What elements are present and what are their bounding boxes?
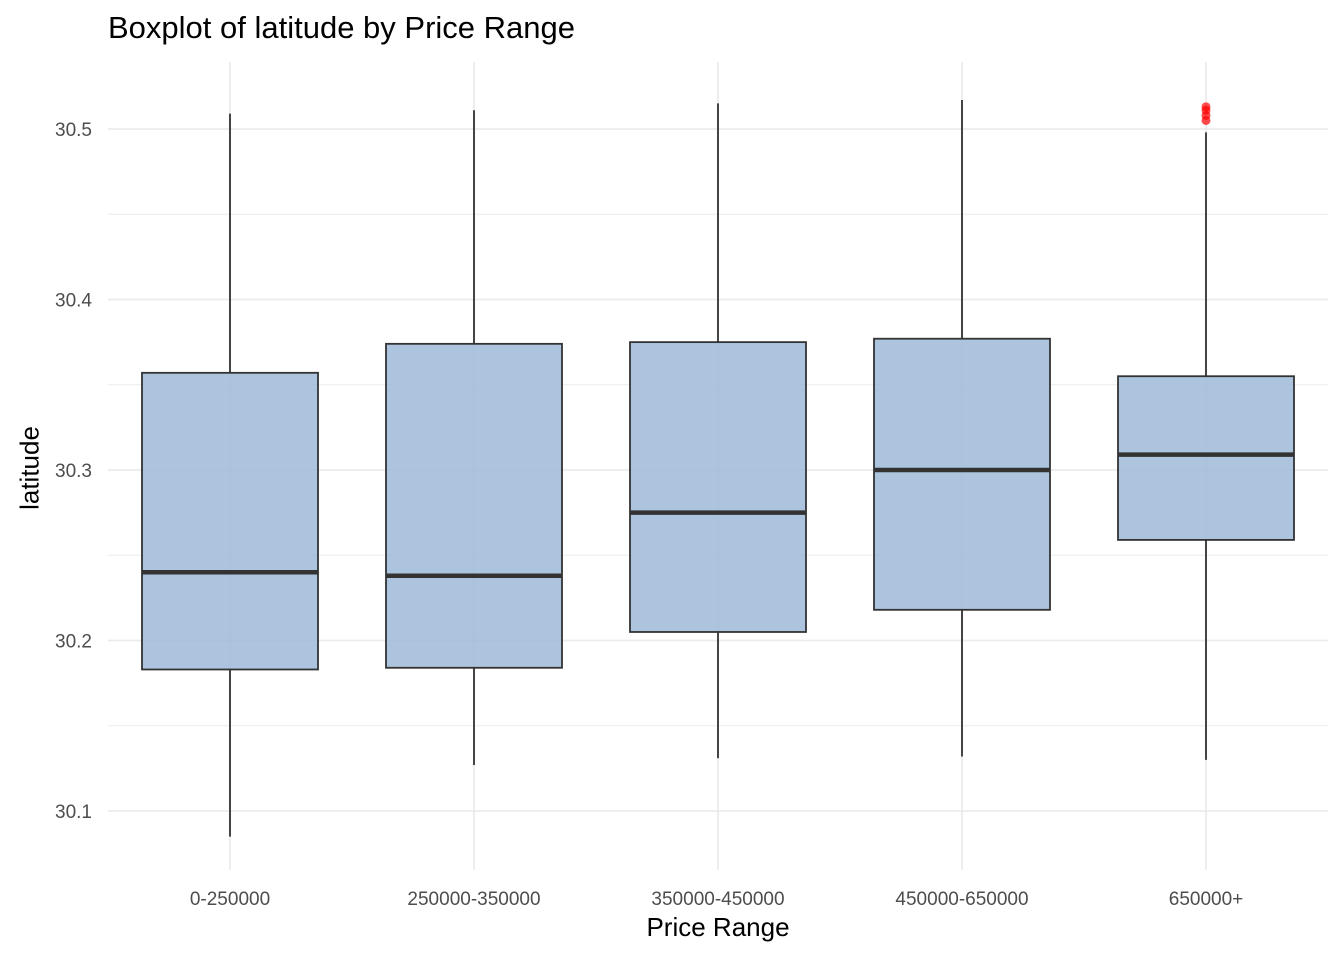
- y-tick-label: 30.1: [55, 802, 92, 823]
- boxes: [141, 100, 1295, 837]
- x-tick-label: 0-250000: [190, 889, 270, 910]
- iqr-box: [1117, 375, 1295, 541]
- iqr-box: [141, 371, 319, 671]
- y-axis-title: latitude: [14, 426, 45, 510]
- iqr-box: [385, 342, 563, 669]
- x-tick-label: 250000-350000: [407, 889, 540, 910]
- box-3: [629, 103, 807, 759]
- box-5: [1117, 102, 1295, 760]
- x-tick-label: 450000-650000: [895, 889, 1028, 910]
- iqr-box: [629, 341, 807, 633]
- iqr-box: [873, 337, 1051, 611]
- box-2: [385, 110, 563, 765]
- x-tick-label: 650000+: [1169, 889, 1244, 910]
- x-tick-label: 350000-450000: [651, 889, 784, 910]
- box-1: [141, 113, 319, 837]
- chart-title: Boxplot of latitude by Price Range: [108, 10, 575, 45]
- y-tick-labels: 30.1 30.2 30.3 30.4 30.5: [55, 120, 92, 823]
- y-tick-label: 30.5: [55, 120, 92, 141]
- x-axis-title: Price Range: [646, 912, 790, 942]
- x-tick-labels: 0-250000 250000-350000 350000-450000 450000…: [190, 889, 1243, 910]
- box-4: [873, 100, 1051, 757]
- y-tick-label: 30.4: [55, 291, 92, 312]
- outlier-point: [1201, 102, 1211, 112]
- y-tick-label: 30.2: [55, 632, 92, 653]
- y-tick-label: 30.3: [55, 461, 92, 482]
